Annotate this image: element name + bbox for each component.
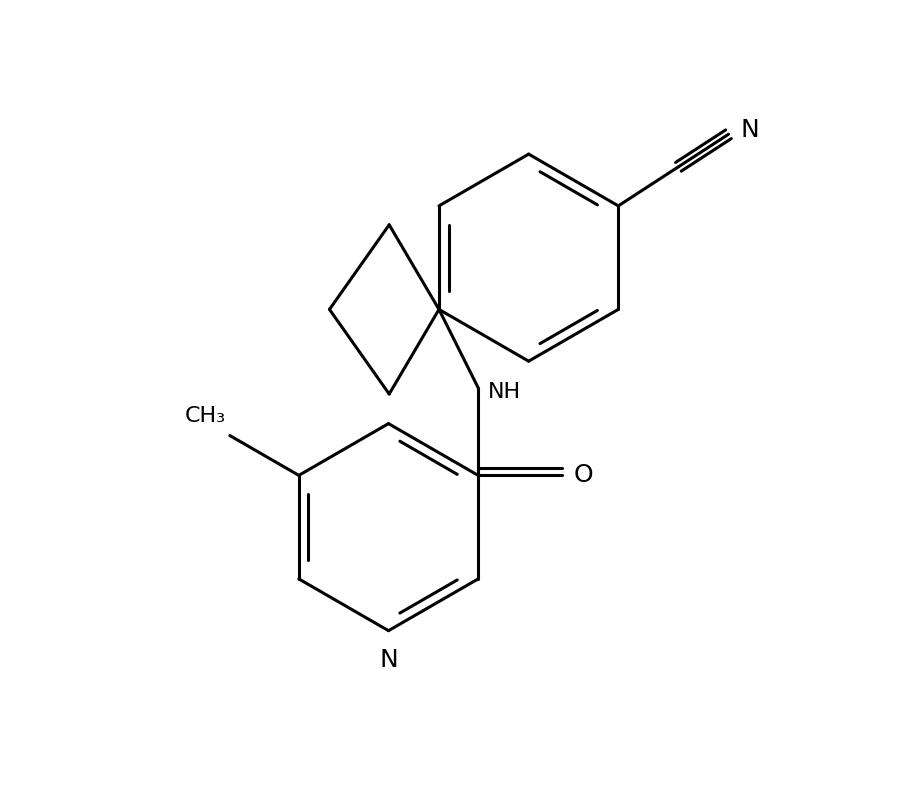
- Text: NH: NH: [488, 382, 521, 402]
- Text: CH₃: CH₃: [185, 406, 226, 426]
- Text: N: N: [379, 648, 398, 672]
- Text: N: N: [741, 118, 759, 142]
- Text: O: O: [574, 464, 594, 488]
